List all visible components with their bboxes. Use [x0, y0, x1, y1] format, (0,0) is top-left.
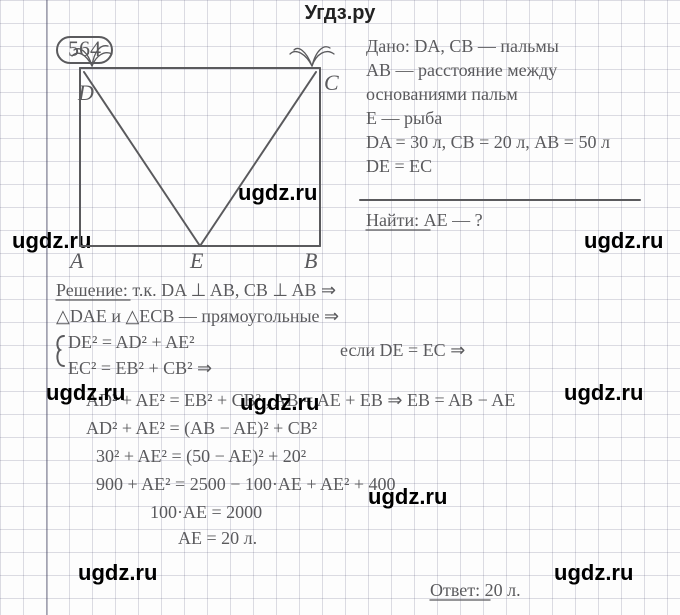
given-line-3: основаниями пальм [366, 84, 518, 105]
sol-2: △DAE и △ECB — прямоугольные ⇒ [56, 306, 339, 327]
sol-8: 900 + AE² = 2500 − 100·AE + AE² + 400 [96, 474, 396, 495]
sol-3: DE² = AD² + AE² [68, 332, 195, 353]
sol-4: EC² = EB² + CB² ⇒ [68, 358, 212, 379]
page: Угдз.ру 564 D C A E B Дано: DA, CB — пал… [0, 0, 680, 615]
sol-10: AE = 20 л. [178, 528, 257, 549]
sol-3b: если DE = EC ⇒ [340, 340, 465, 361]
given-line-1: Дано: DA, CB — пальмы [366, 36, 559, 57]
given-line-5: DA = 30 л, CB = 20 л, AB = 50 л [366, 132, 610, 153]
sol-5: AD² + AE² = EB² + CB² , AB = AE + EB ⇒ E… [86, 390, 515, 411]
find-line: Найти: AE — ? [366, 210, 483, 231]
point-label-b: B [304, 248, 317, 274]
point-label-e: E [190, 248, 203, 274]
sol-6: AD² + AE² = (AB − AE)² + CB² [86, 418, 317, 439]
given-line-4: E — рыба [366, 108, 442, 129]
problem-number-badge: 564 [56, 36, 113, 64]
sol-7: 30² + AE² = (50 − AE)² + 20² [96, 446, 306, 467]
given-line-6: DE = EC [366, 156, 432, 177]
answer-line: Ответ: 20 л. [430, 580, 521, 601]
sol-1: Решение: т.к. DA ⊥ AB, CB ⊥ AB ⇒ [56, 280, 336, 301]
point-label-d: D [78, 80, 94, 106]
sol-9: 100·AE = 2000 [150, 502, 262, 523]
point-label-a: A [70, 248, 83, 274]
given-line-2: AB — расстояние между [366, 60, 557, 81]
notebook-margin [46, 0, 48, 615]
site-title: Угдз.ру [0, 2, 680, 25]
point-label-c: C [324, 70, 339, 96]
